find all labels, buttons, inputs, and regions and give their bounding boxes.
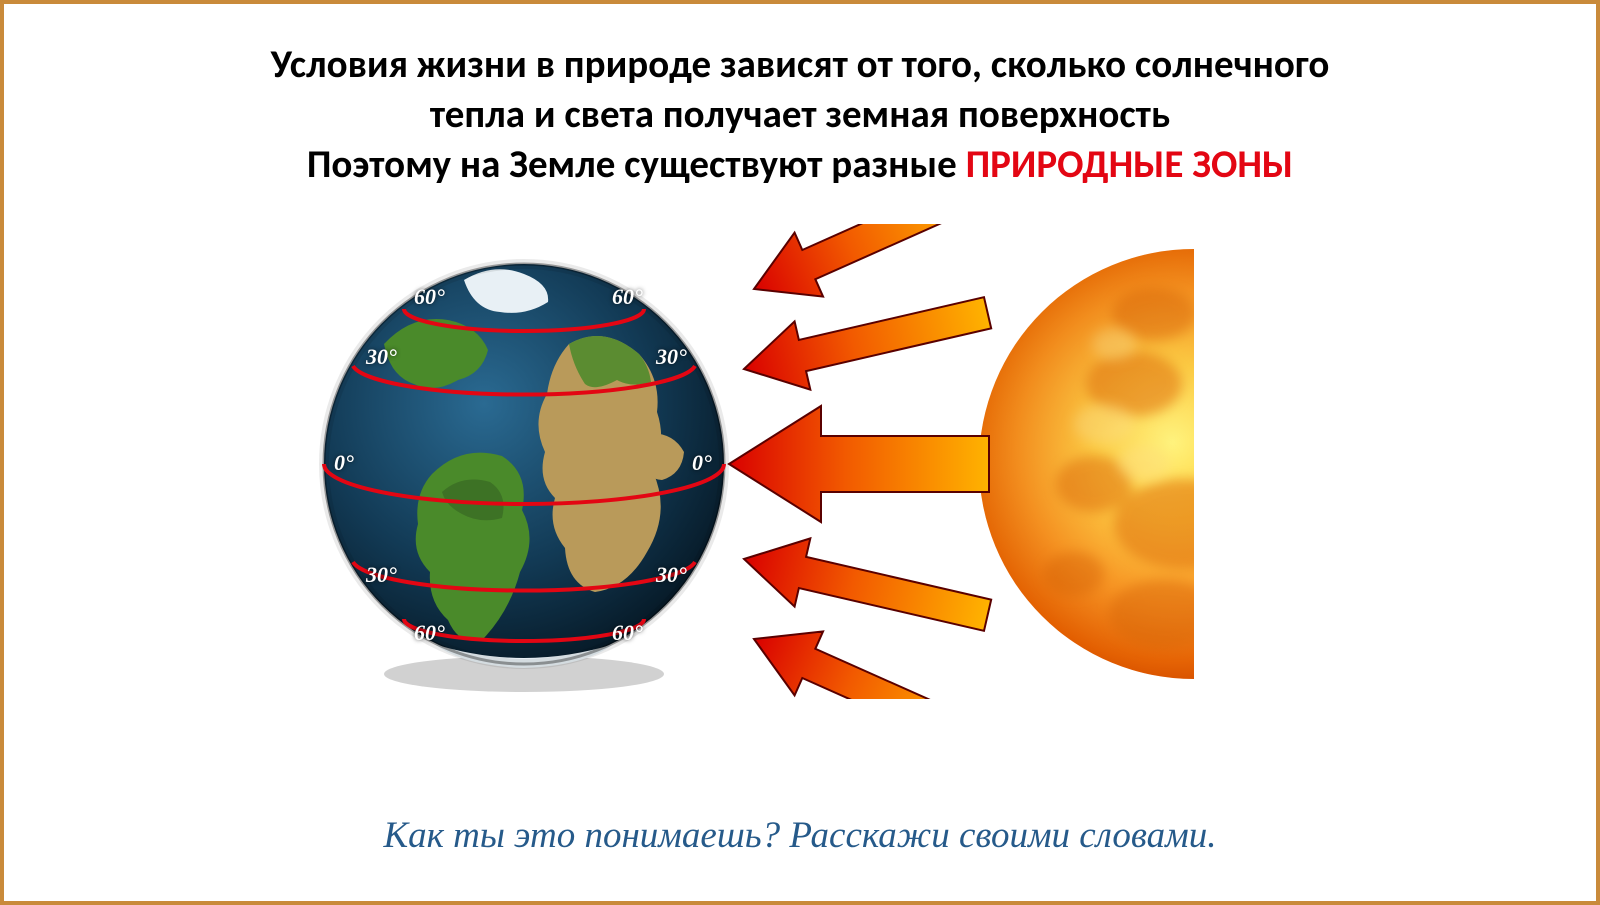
lat-60n-right: 60° [612, 284, 643, 309]
heading-line3-plain: Поэтому на Земле существуют разные [307, 141, 966, 188]
earth-sun-diagram: 60° 60° 30° 30° 0° 0° 30° 30° 60° 60° [314, 224, 1194, 699]
lat-60s-left: 60° [414, 620, 445, 645]
heading-line3-accent: ПРИРОДНЫЕ ЗОНЫ [966, 141, 1294, 188]
slide-heading: Условия жизни в природе зависят от того,… [64, 40, 1536, 190]
heading-line2: тепла и света получает земная поверхност… [430, 91, 1170, 138]
slide-frame: Условия жизни в природе зависят от того,… [0, 0, 1600, 905]
lat-0-right: 0° [692, 450, 712, 475]
footer-question: Как ты это понимаешь? Расскажи своими сл… [4, 814, 1596, 857]
lat-30s-right: 30° [655, 562, 687, 587]
lat-30s-left: 30° [365, 562, 397, 587]
earth-globe: 60° 60° 30° 30° 0° 0° 30° 30° 60° 60° [324, 264, 724, 692]
lat-60s-right: 60° [612, 620, 643, 645]
lat-30n-right: 30° [655, 344, 687, 369]
sun-icon [979, 249, 1194, 679]
diagram-svg: 60° 60° 30° 30° 0° 0° 30° 30° 60° 60° [314, 224, 1194, 699]
sun-ray-arrows [729, 224, 995, 699]
lat-60n-left: 60° [414, 284, 445, 309]
lat-0-left: 0° [334, 450, 354, 475]
heading-line1: Условия жизни в природе зависят от того,… [271, 41, 1330, 88]
lat-30n-left: 30° [365, 344, 397, 369]
